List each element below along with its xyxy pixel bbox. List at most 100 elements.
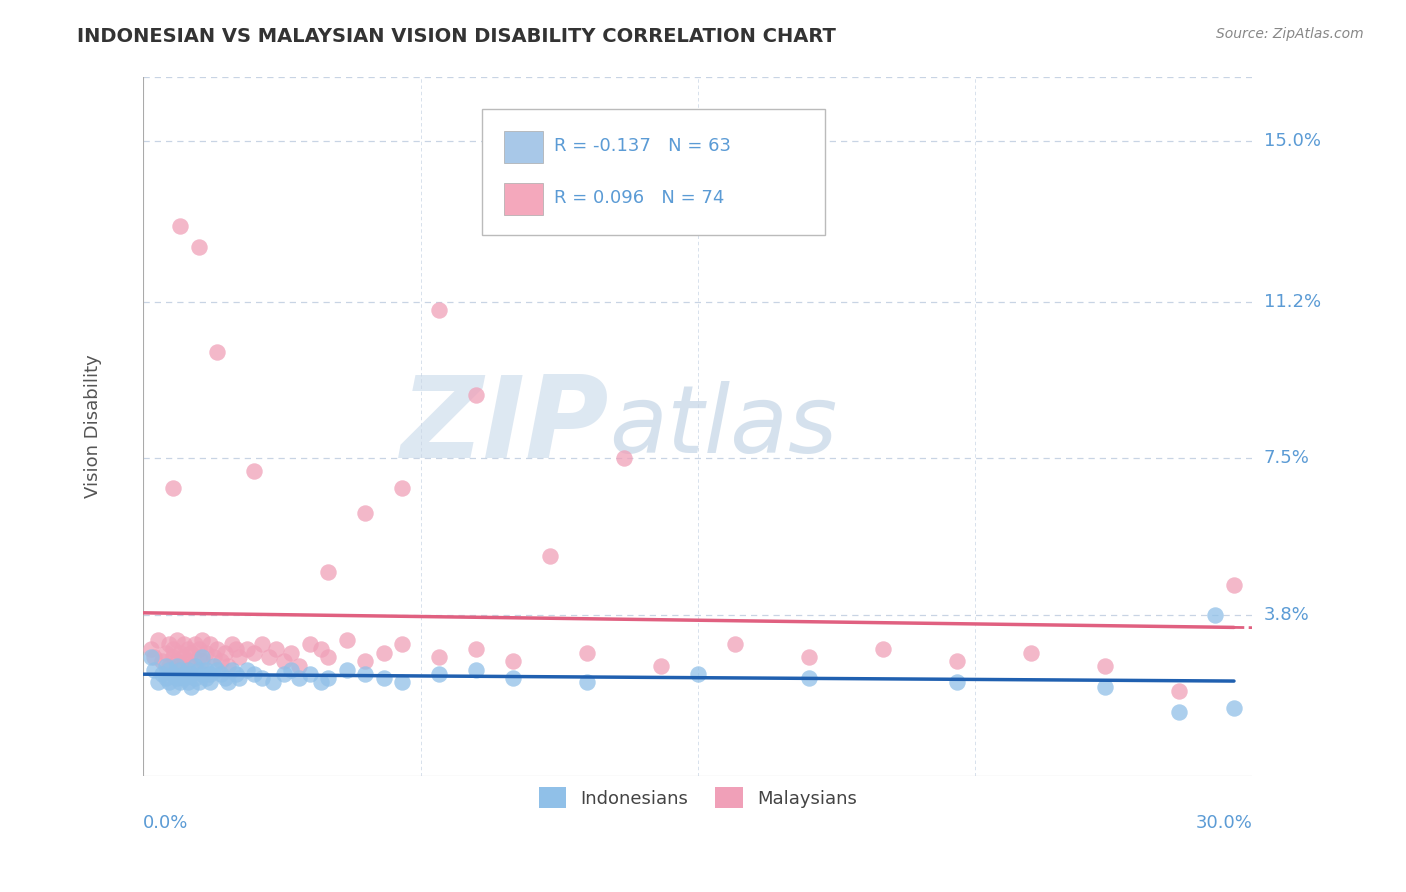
Point xyxy=(354,654,377,668)
Point xyxy=(316,650,339,665)
Point xyxy=(391,637,413,651)
Point xyxy=(214,671,236,685)
Text: 0.0%: 0.0% xyxy=(143,814,188,832)
Point xyxy=(139,650,162,665)
Point xyxy=(191,650,214,665)
Point xyxy=(217,675,239,690)
Point xyxy=(650,658,672,673)
Point xyxy=(198,637,221,651)
Point xyxy=(209,654,232,668)
Point xyxy=(198,667,221,681)
Point xyxy=(613,451,636,466)
Point xyxy=(143,663,166,677)
Point xyxy=(1167,684,1189,698)
Point xyxy=(1094,658,1116,673)
Point xyxy=(162,481,184,495)
Point xyxy=(157,658,180,673)
Point xyxy=(155,671,177,685)
Point xyxy=(207,641,229,656)
Point xyxy=(173,671,195,685)
Point xyxy=(336,663,359,677)
Point xyxy=(173,650,195,665)
Point xyxy=(228,671,250,685)
Point xyxy=(184,671,207,685)
Point xyxy=(180,646,202,660)
Point xyxy=(1205,607,1227,622)
Point xyxy=(166,654,188,668)
Point xyxy=(373,646,395,660)
Point xyxy=(176,663,198,677)
Point xyxy=(150,654,173,668)
Point xyxy=(309,641,332,656)
Point xyxy=(243,667,266,681)
Point xyxy=(225,667,247,681)
Point xyxy=(427,667,450,681)
Point xyxy=(243,464,266,478)
Point xyxy=(280,646,302,660)
Point xyxy=(797,671,820,685)
Point xyxy=(945,654,967,668)
Point xyxy=(250,637,273,651)
Point xyxy=(373,671,395,685)
Point xyxy=(1167,705,1189,719)
Point xyxy=(162,650,184,665)
Point xyxy=(316,671,339,685)
Point xyxy=(214,646,236,660)
Point xyxy=(465,641,488,656)
Text: atlas: atlas xyxy=(609,381,838,472)
FancyBboxPatch shape xyxy=(503,131,543,163)
Point xyxy=(427,650,450,665)
Text: Source: ZipAtlas.com: Source: ZipAtlas.com xyxy=(1216,27,1364,41)
Point xyxy=(221,637,243,651)
Text: R = -0.137   N = 63: R = -0.137 N = 63 xyxy=(554,136,731,154)
Point xyxy=(180,658,202,673)
Point xyxy=(427,303,450,318)
Text: 15.0%: 15.0% xyxy=(1264,132,1320,150)
Point xyxy=(209,667,232,681)
Point xyxy=(195,671,218,685)
Point xyxy=(287,671,309,685)
Point xyxy=(169,646,191,660)
Point xyxy=(316,566,339,580)
Point xyxy=(202,658,225,673)
Point xyxy=(187,663,209,677)
Point xyxy=(1223,578,1246,592)
Point xyxy=(228,650,250,665)
Text: R = 0.096   N = 74: R = 0.096 N = 74 xyxy=(554,189,724,207)
Point xyxy=(287,658,309,673)
Point xyxy=(146,633,169,648)
Text: 7.5%: 7.5% xyxy=(1264,450,1309,467)
Point xyxy=(195,663,218,677)
Point xyxy=(184,658,207,673)
Point xyxy=(236,663,259,677)
Point xyxy=(169,675,191,690)
Text: 3.8%: 3.8% xyxy=(1264,606,1309,624)
Point xyxy=(243,646,266,660)
Point xyxy=(162,680,184,694)
Point xyxy=(391,675,413,690)
Point xyxy=(686,667,709,681)
Point xyxy=(1094,680,1116,694)
Point xyxy=(309,675,332,690)
Point xyxy=(180,680,202,694)
Point xyxy=(465,663,488,677)
Text: 11.2%: 11.2% xyxy=(1264,293,1320,310)
Point xyxy=(236,641,259,656)
Text: ZIP: ZIP xyxy=(401,371,609,482)
Point xyxy=(146,675,169,690)
Point xyxy=(872,641,894,656)
Point xyxy=(176,641,198,656)
Point xyxy=(150,667,173,681)
Point xyxy=(169,219,191,233)
Point xyxy=(354,667,377,681)
Point xyxy=(157,675,180,690)
Point xyxy=(187,675,209,690)
Point xyxy=(173,667,195,681)
Point xyxy=(202,650,225,665)
Point xyxy=(187,240,209,254)
Point xyxy=(354,506,377,520)
Point xyxy=(1019,646,1042,660)
Point xyxy=(162,641,184,656)
Point xyxy=(195,646,218,660)
Point xyxy=(187,650,209,665)
